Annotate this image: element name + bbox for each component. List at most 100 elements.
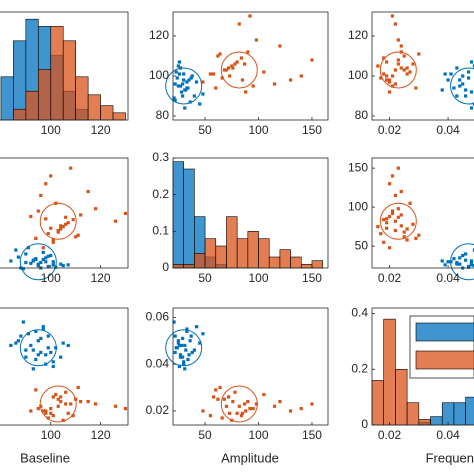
scatter-point	[469, 60, 474, 64]
histogram-bar	[311, 260, 323, 269]
scatter-point	[458, 78, 462, 82]
scatter-point	[46, 232, 50, 236]
histogram-bar	[13, 108, 27, 121]
scatter-point	[185, 80, 189, 84]
scatter-point	[9, 343, 13, 348]
y-tick-label: 0	[162, 260, 169, 274]
histogram-bar	[226, 216, 238, 269]
x-tick-label: 100	[249, 271, 269, 285]
scatter-point	[214, 388, 218, 392]
scatter-point	[244, 409, 248, 413]
histogram-bar	[406, 402, 420, 426]
scatter-point	[29, 409, 33, 413]
y-tick-label: 80	[355, 108, 369, 122]
scatter-point	[26, 246, 30, 250]
scatter-point	[248, 14, 252, 18]
scatter-point	[51, 240, 55, 244]
x-tick-label: 0.02	[378, 271, 402, 285]
scatter-point	[36, 262, 40, 266]
scatter-point	[399, 44, 403, 48]
axes-frame	[172, 307, 329, 426]
scatter-point	[385, 74, 389, 78]
scatter-point	[212, 72, 216, 76]
scatter-point	[61, 418, 65, 422]
panel: 50 100 150 80 100 120	[149, 11, 329, 137]
scatter-point	[51, 260, 55, 264]
scatter-point	[176, 339, 180, 343]
x-tick-label: 100	[41, 123, 61, 137]
scatter-point	[69, 166, 73, 170]
scatter-point	[235, 411, 239, 415]
scatter-point	[246, 400, 250, 404]
scatter-point	[178, 355, 183, 359]
scatter-point	[379, 76, 383, 80]
x-tick-label: 50	[198, 271, 212, 285]
scatter-point	[230, 64, 234, 68]
scatter-point	[39, 350, 43, 355]
scatter-point	[189, 76, 193, 80]
scatter-point	[34, 329, 38, 333]
scatter-point	[443, 263, 447, 267]
scatter-point	[310, 402, 314, 406]
scatter-point	[76, 385, 80, 390]
x-tick-label: 100	[41, 271, 61, 285]
scatter-point	[248, 407, 252, 411]
scatter-point	[181, 336, 185, 341]
scatter-point	[123, 407, 128, 411]
axes-frame	[0, 157, 129, 269]
histogram-bar	[183, 264, 195, 269]
scatter-point	[179, 90, 184, 94]
scatter-point	[244, 90, 248, 94]
scatter-point	[458, 256, 462, 260]
x-tick-label: 120	[91, 271, 111, 285]
histogram-bar	[25, 90, 39, 121]
scatter-point	[51, 263, 55, 267]
panel: 50 100 150 0 0.1 0.2 0.3	[152, 150, 329, 285]
scatter-point	[46, 346, 50, 350]
scatter-point	[452, 257, 456, 261]
panel: 100 120	[0, 157, 129, 285]
scatter-point	[94, 207, 98, 211]
histogram-bar	[112, 112, 126, 121]
scatter-point	[66, 411, 70, 415]
scatter-point	[464, 252, 468, 256]
scatter-point	[240, 78, 245, 82]
scatter-point	[443, 72, 447, 76]
y-tick-label: 0.3	[152, 150, 169, 164]
scatter-point	[399, 66, 403, 70]
panel: 0.02 0.04 50 100 150	[348, 157, 474, 285]
histogram-bar	[172, 161, 184, 269]
cluster-circle	[379, 51, 417, 89]
scatter-point	[71, 414, 75, 418]
scatter-point	[44, 182, 48, 186]
cluster-circle	[450, 243, 474, 281]
histogram-bar	[268, 256, 281, 269]
scatter-point	[385, 221, 389, 225]
scatter-point	[226, 395, 231, 399]
scatter-point	[192, 94, 196, 98]
scatter-point	[393, 82, 398, 86]
scatter-point	[46, 264, 50, 269]
scatter-point	[220, 416, 224, 420]
scatter-point	[24, 355, 28, 359]
scatter-point	[198, 341, 202, 345]
y-tick-label: 150	[348, 160, 368, 174]
scatter-point	[182, 362, 186, 366]
scatter-point	[177, 364, 182, 369]
scatter-point	[51, 395, 55, 399]
scatter-point	[174, 346, 178, 350]
scatter-point	[66, 263, 70, 267]
scatter-point	[176, 341, 180, 345]
scatter-point	[469, 263, 474, 267]
scatter-point	[183, 367, 187, 371]
scatter-point	[417, 233, 421, 237]
plot-area	[173, 12, 328, 120]
cluster-circle	[220, 51, 258, 89]
scatter-point	[408, 201, 412, 205]
scatter-point	[405, 72, 409, 76]
scatter-point	[194, 80, 199, 84]
scatter-point	[59, 395, 63, 399]
scatter-point	[240, 411, 245, 415]
scatter-point	[29, 214, 33, 219]
scatter-point	[237, 404, 241, 408]
